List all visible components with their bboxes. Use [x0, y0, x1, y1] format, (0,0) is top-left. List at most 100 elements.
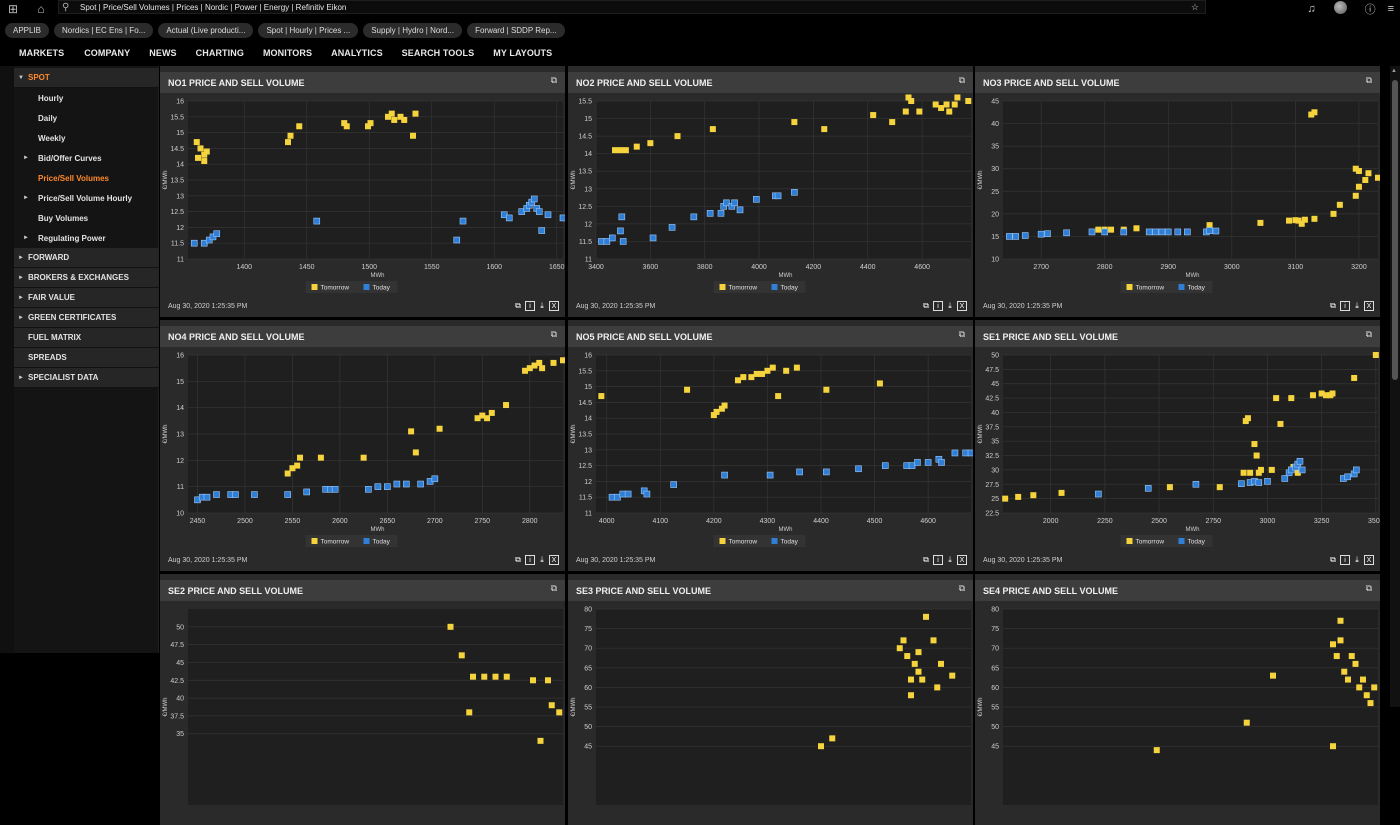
sidebar-item-green-certificates[interactable]: ► GREEN CERTIFICATES	[14, 308, 159, 328]
data-point-today	[365, 486, 372, 493]
menu-item-monitors[interactable]: MONITORS	[262, 48, 313, 58]
maximize-icon[interactable]: ⧉	[958, 75, 965, 85]
data-point-tomorrow	[1095, 226, 1102, 233]
favorite-star-icon[interactable]: ☆	[1190, 1, 1199, 12]
download-icon[interactable]: ⤓	[1355, 555, 1359, 564]
info-icon[interactable]: i	[525, 555, 535, 565]
sidebar-item-hourly[interactable]: Hourly	[14, 88, 159, 108]
sidebar-item-bid-offer-curves[interactable]: ► Bid/Offer Curves	[14, 148, 159, 168]
scroll-thumb[interactable]	[1392, 80, 1398, 380]
x-tick-label: 1600	[486, 264, 502, 271]
home-icon[interactable]: ⌂	[37, 1, 45, 16]
menu-icon[interactable]: ≡	[1387, 2, 1394, 15]
info-icon[interactable]: i	[933, 301, 943, 311]
open-external-icon[interactable]: ⧉	[923, 301, 929, 310]
sidebar-item-forward[interactable]: ► FORWARD	[14, 248, 159, 268]
legend-swatch	[363, 538, 370, 544]
tab-3[interactable]: Spot | Hourly | Prices ...	[258, 22, 359, 38]
data-point-tomorrow	[1206, 222, 1213, 229]
scroll-up-icon[interactable]: ▲	[1391, 68, 1397, 74]
export-excel-icon[interactable]: X	[549, 555, 559, 565]
export-excel-icon[interactable]: X	[549, 301, 559, 311]
notification-bell-icon[interactable]: ♫	[1307, 2, 1316, 15]
sidebar-item-weekly[interactable]: Weekly	[14, 128, 159, 148]
plot-area	[1003, 101, 1378, 259]
search-text[interactable]: Spot | Price/Sell Volumes | Prices | Nor…	[80, 2, 347, 12]
maximize-icon[interactable]: ⧉	[1365, 583, 1372, 593]
menu-item-search-tools[interactable]: SEARCH TOOLS	[401, 48, 475, 58]
info-icon[interactable]: i	[933, 555, 943, 565]
menu-item-charting[interactable]: CHARTING	[195, 48, 244, 58]
search-bar[interactable]: ⚲ Spot | Price/Sell Volumes | Prices | N…	[58, 0, 1206, 14]
info-icon[interactable]: i	[1340, 301, 1350, 311]
legend-swatch	[719, 284, 726, 290]
open-external-icon[interactable]: ⧉	[515, 301, 521, 310]
y-tick-label: 80	[991, 607, 999, 614]
info-icon[interactable]: i	[525, 301, 535, 311]
avatar[interactable]	[1328, 0, 1353, 17]
y-tick-label: 70	[991, 646, 999, 653]
sidebar-item-spreads[interactable]: SPREADS	[14, 348, 159, 368]
y-tick-label: 13.5	[170, 178, 184, 185]
app-grid-icon[interactable]: ⊞	[7, 1, 19, 16]
data-point-tomorrow	[1341, 668, 1348, 675]
data-point-tomorrow	[466, 709, 473, 716]
x-tick-label: 1400	[236, 264, 252, 271]
maximize-icon[interactable]: ⧉	[550, 329, 557, 339]
download-icon[interactable]: ⤓	[948, 301, 952, 310]
sidebar-item-fair-value[interactable]: ► FAIR VALUE	[14, 288, 159, 308]
data-point-tomorrow	[759, 370, 766, 377]
download-icon[interactable]: ⤓	[540, 555, 544, 564]
data-point-today	[1206, 227, 1213, 234]
open-external-icon[interactable]: ⧉	[1330, 555, 1336, 564]
export-excel-icon[interactable]: X	[1364, 555, 1374, 565]
open-external-icon[interactable]: ⧉	[1330, 301, 1336, 310]
data-point-today	[967, 449, 973, 457]
menu-item-company[interactable]: COMPANY	[84, 48, 131, 58]
sidebar-item-label: BROKERS & EXCHANGES	[28, 273, 129, 282]
maximize-icon[interactable]: ⧉	[550, 75, 557, 85]
maximize-icon[interactable]: ⧉	[1365, 75, 1372, 85]
sidebar-item-buy-volumes[interactable]: Buy Volumes	[14, 208, 159, 228]
tab-4[interactable]: Supply | Hydro | Nord...	[363, 22, 463, 38]
export-excel-icon[interactable]: X	[1364, 301, 1374, 311]
export-excel-icon[interactable]: X	[957, 301, 967, 311]
menu-item-analytics[interactable]: ANALYTICS	[331, 48, 383, 58]
maximize-icon[interactable]: ⧉	[1365, 329, 1372, 339]
download-icon[interactable]: ⤓	[948, 555, 952, 564]
data-point-today	[723, 199, 730, 207]
maximize-icon[interactable]: ⧉	[550, 583, 557, 593]
sidebar-item-label: Regulating Power	[38, 233, 106, 243]
data-point-tomorrow	[343, 123, 350, 130]
menu-item-news[interactable]: NEWS	[149, 48, 177, 58]
help-icon[interactable]: ⓘ	[1364, 3, 1376, 16]
tab-0[interactable]: APPLIB	[5, 22, 50, 38]
export-excel-icon[interactable]: X	[957, 555, 967, 565]
tab-1[interactable]: Nordics | EC Ens | Fo...	[54, 22, 154, 38]
sidebar-item-fuel-matrix[interactable]: FUEL MATRIX	[14, 328, 159, 348]
sidebar-item-price-sell-volume-hourly[interactable]: ► Price/Sell Volume Hourly	[14, 188, 159, 208]
open-external-icon[interactable]: ⧉	[515, 555, 521, 564]
tab-2[interactable]: Actual (Live producti...	[158, 22, 254, 38]
data-point-tomorrow	[934, 684, 941, 691]
data-point-tomorrow	[721, 402, 728, 409]
download-icon[interactable]: ⤓	[540, 301, 544, 310]
menu-item-markets[interactable]: MARKETS	[19, 48, 65, 58]
sidebar-item-regulating-power[interactable]: ► Regulating Power	[14, 228, 159, 248]
maximize-icon[interactable]: ⧉	[958, 329, 965, 339]
scrollbar[interactable]: ▲	[1390, 66, 1400, 707]
menu-item-my-layouts[interactable]: MY LAYOUTS	[493, 48, 553, 58]
tab-5[interactable]: Forward | SDDP Rep...	[467, 22, 565, 38]
sidebar-item-price-sell-volumes[interactable]: Price/Sell Volumes	[14, 168, 159, 188]
data-point-tomorrow	[560, 357, 565, 364]
open-external-icon[interactable]: ⧉	[923, 555, 929, 564]
search-icon: ⚲	[62, 1, 70, 13]
panel-timestamp: Aug 30, 2020 1:25:35 PM	[983, 303, 1063, 310]
sidebar-item-spot[interactable]: ▼ SPOT	[14, 68, 159, 88]
sidebar-item-specialist-data[interactable]: ► SPECIALIST DATA	[14, 368, 159, 388]
download-icon[interactable]: ⤓	[1355, 301, 1359, 310]
sidebar-item-brokers-exchanges[interactable]: ► BROKERS & EXCHANGES	[14, 268, 159, 288]
maximize-icon[interactable]: ⧉	[958, 583, 965, 593]
sidebar-item-daily[interactable]: Daily	[14, 108, 159, 128]
info-icon[interactable]: i	[1340, 555, 1350, 565]
